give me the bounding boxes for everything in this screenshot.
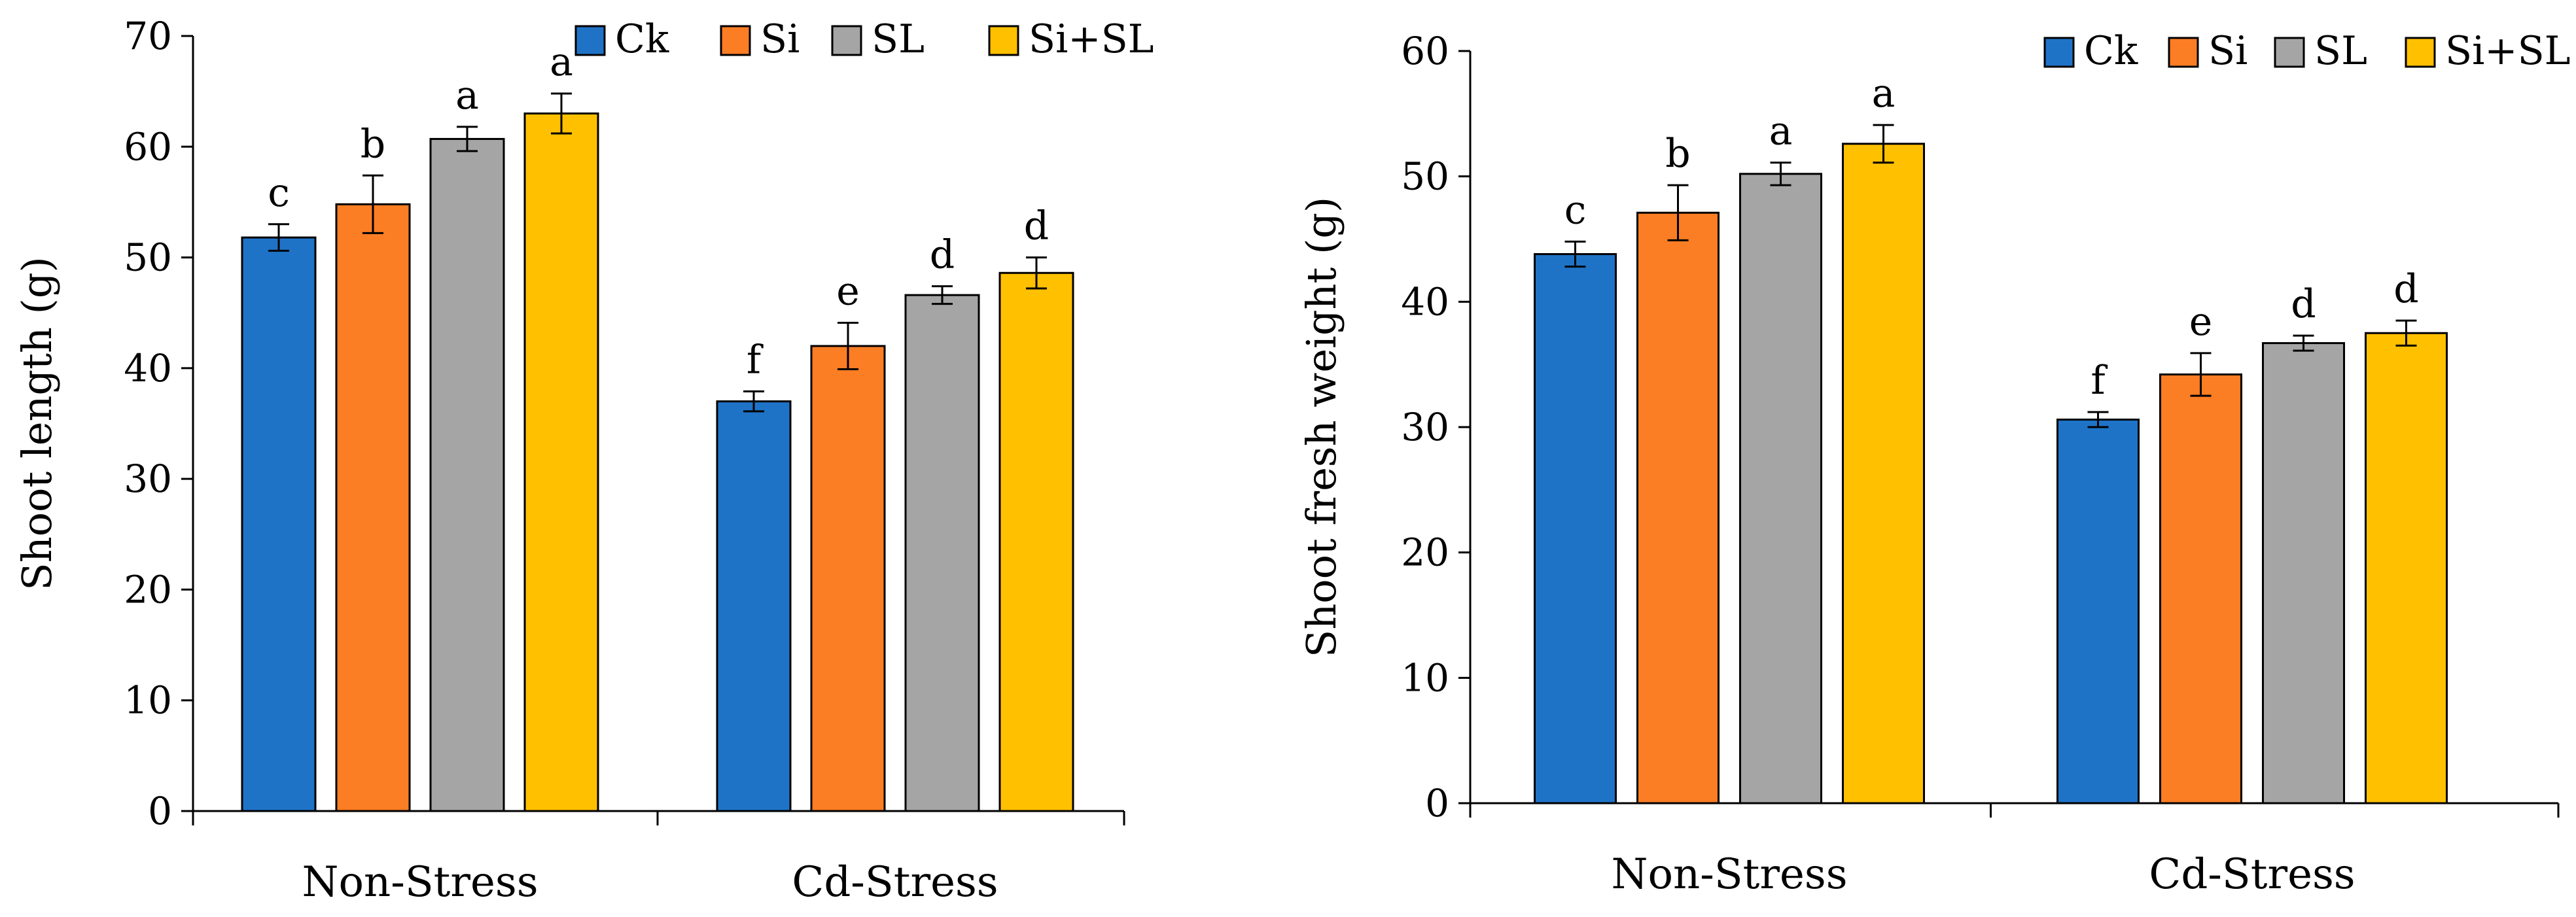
chart1-legend-swatch xyxy=(831,25,862,56)
chart2-bar-si xyxy=(1636,211,1720,805)
chart2-significance-label: d xyxy=(2291,281,2316,327)
chart1-category-label: Non-Stress xyxy=(302,858,538,907)
chart1-significance-label: e xyxy=(836,268,860,314)
chart1-y-tick-label: 20 xyxy=(124,567,172,612)
chart2-significance-label: a xyxy=(1872,71,1896,116)
chart2-category-label: Cd-Stress xyxy=(2149,850,2355,899)
chart1-significance-label: f xyxy=(747,337,764,383)
chart2-legend-swatch xyxy=(2274,37,2305,68)
chart2-bar-ck xyxy=(2056,419,2140,805)
chart1-bar-sl xyxy=(429,137,505,812)
chart1-y-tick-label: 30 xyxy=(124,457,172,501)
chart2-legend-label: Si+SL xyxy=(2445,28,2571,74)
chart1-bar-ck xyxy=(716,400,792,812)
chart2-legend-swatch xyxy=(2405,37,2436,68)
chart1-bar-si xyxy=(335,203,411,812)
chart1-legend-label: Ck xyxy=(615,16,669,62)
chart2-legend-swatch xyxy=(2168,37,2199,68)
chart2-bar-sl xyxy=(2262,342,2345,805)
chart2-bar-si-plus-sl xyxy=(1842,143,1925,805)
chart2-legend-label: SL xyxy=(2314,28,2367,74)
chart2-significance-label: d xyxy=(2393,266,2418,312)
chart2-bar-si xyxy=(2159,373,2242,805)
chart1-bar-sl xyxy=(904,294,980,812)
chart2-y-tick-label: 30 xyxy=(1401,405,1449,449)
chart1-significance-label: c xyxy=(268,170,290,216)
chart1-significance-label: a xyxy=(455,73,479,118)
chart1-y-tick-label: 10 xyxy=(124,678,172,723)
chart2-bar-si-plus-sl xyxy=(2365,332,2448,805)
chart1-bar-si-plus-sl xyxy=(523,112,599,812)
chart1-category-label: Cd-Stress xyxy=(792,858,998,907)
chart2-significance-label: c xyxy=(1564,187,1587,233)
chart2-y-axis-label: Shoot fresh weight (g) xyxy=(1297,197,1345,657)
chart1-legend-swatch xyxy=(720,25,751,56)
chart1-significance-label: a xyxy=(550,39,573,85)
chart1-legend-label: Si xyxy=(760,16,800,62)
chart2-significance-label: f xyxy=(2091,358,2108,404)
chart2-y-tick-label: 50 xyxy=(1401,154,1449,199)
chart1-y-tick-label: 60 xyxy=(124,124,172,169)
chart2-bar-ck xyxy=(1534,253,1617,805)
chart2-y-tick-label: 0 xyxy=(1425,781,1449,825)
chart1-legend-label: Si+SL xyxy=(1029,16,1154,62)
chart2-bar-sl xyxy=(1739,173,1822,805)
chart2-y-tick-label: 60 xyxy=(1401,29,1449,73)
chart1-significance-label: b xyxy=(361,121,385,167)
chart1-y-tick-label: 50 xyxy=(124,235,172,280)
chart1-bar-si xyxy=(810,345,886,812)
chart1-legend-label: SL xyxy=(872,16,925,62)
chart2-significance-label: e xyxy=(2189,299,2213,345)
chart2-legend-label: Si xyxy=(2208,28,2248,74)
chart2-significance-label: a xyxy=(1769,109,1793,154)
chart1-legend-swatch xyxy=(574,25,606,56)
chart2-category-label: Non-Stress xyxy=(1611,850,1847,899)
chart1-significance-label: d xyxy=(1024,203,1049,249)
chart1-y-tick-label: 40 xyxy=(124,346,172,390)
chart2-legend-label: Ck xyxy=(2084,28,2138,74)
chart1-y-tick-label: 70 xyxy=(124,14,172,58)
chart1-bar-si-plus-sl xyxy=(998,271,1074,812)
chart2-y-tick-label: 20 xyxy=(1401,530,1449,575)
chart2-significance-label: b xyxy=(1665,131,1690,177)
chart1-bar-ck xyxy=(241,236,317,812)
chart2-legend-swatch xyxy=(2043,37,2075,68)
chart2-y-tick-label: 10 xyxy=(1401,655,1449,700)
chart1-legend-swatch xyxy=(988,25,1019,56)
chart1-significance-label: d xyxy=(930,232,955,278)
chart1-y-axis-label: Shoot length (g) xyxy=(13,256,61,590)
chart1-y-tick-label: 0 xyxy=(148,789,172,833)
chart2-y-tick-label: 40 xyxy=(1401,279,1449,324)
